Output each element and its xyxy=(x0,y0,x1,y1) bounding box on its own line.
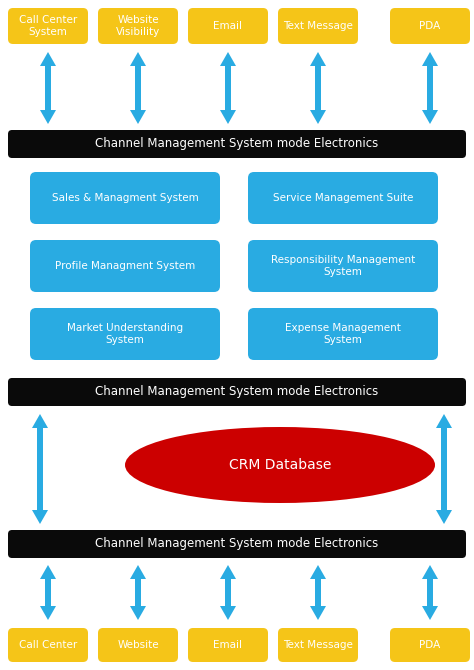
Polygon shape xyxy=(130,110,146,124)
FancyBboxPatch shape xyxy=(8,130,466,158)
Polygon shape xyxy=(135,66,141,110)
FancyBboxPatch shape xyxy=(278,628,358,662)
Polygon shape xyxy=(441,428,447,510)
Text: Text Message: Text Message xyxy=(283,21,353,31)
Polygon shape xyxy=(45,66,51,110)
FancyBboxPatch shape xyxy=(278,8,358,44)
Polygon shape xyxy=(220,606,236,620)
Polygon shape xyxy=(310,565,326,579)
Text: Channel Management System mode Electronics: Channel Management System mode Electroni… xyxy=(95,537,379,551)
Text: Email: Email xyxy=(213,21,243,31)
Text: Text Message: Text Message xyxy=(283,640,353,650)
Text: Responsibility Management
System: Responsibility Management System xyxy=(271,255,415,277)
Polygon shape xyxy=(40,110,56,124)
FancyBboxPatch shape xyxy=(188,8,268,44)
FancyBboxPatch shape xyxy=(8,8,88,44)
Polygon shape xyxy=(225,66,231,110)
Text: Website
Visibility: Website Visibility xyxy=(116,15,160,37)
Polygon shape xyxy=(427,66,433,110)
Text: Channel Management System mode Electronics: Channel Management System mode Electroni… xyxy=(95,385,379,399)
Polygon shape xyxy=(422,606,438,620)
Text: Call Center
System: Call Center System xyxy=(19,15,77,37)
Polygon shape xyxy=(310,52,326,66)
FancyBboxPatch shape xyxy=(30,308,220,360)
Polygon shape xyxy=(310,606,326,620)
Text: Call Center: Call Center xyxy=(19,640,77,650)
Polygon shape xyxy=(130,606,146,620)
Text: Sales & Managment System: Sales & Managment System xyxy=(52,193,199,203)
Polygon shape xyxy=(130,52,146,66)
Text: PDA: PDA xyxy=(419,21,441,31)
Polygon shape xyxy=(436,414,452,428)
Polygon shape xyxy=(32,414,48,428)
Polygon shape xyxy=(220,52,236,66)
Polygon shape xyxy=(422,52,438,66)
Polygon shape xyxy=(40,52,56,66)
FancyBboxPatch shape xyxy=(188,628,268,662)
FancyBboxPatch shape xyxy=(390,8,470,44)
Polygon shape xyxy=(37,428,43,510)
FancyBboxPatch shape xyxy=(248,308,438,360)
Text: Service Management Suite: Service Management Suite xyxy=(273,193,413,203)
Text: Email: Email xyxy=(213,640,243,650)
FancyBboxPatch shape xyxy=(8,628,88,662)
FancyBboxPatch shape xyxy=(30,240,220,292)
Polygon shape xyxy=(220,110,236,124)
Polygon shape xyxy=(436,510,452,524)
Polygon shape xyxy=(40,565,56,579)
Ellipse shape xyxy=(125,427,435,503)
Text: Channel Management System mode Electronics: Channel Management System mode Electroni… xyxy=(95,137,379,151)
Polygon shape xyxy=(422,565,438,579)
Polygon shape xyxy=(310,110,326,124)
FancyBboxPatch shape xyxy=(390,628,470,662)
Polygon shape xyxy=(225,579,231,606)
FancyBboxPatch shape xyxy=(248,172,438,224)
Polygon shape xyxy=(315,66,321,110)
Text: Profile Managment System: Profile Managment System xyxy=(55,261,195,271)
Polygon shape xyxy=(427,579,433,606)
Text: CRM Database: CRM Database xyxy=(229,458,331,472)
Polygon shape xyxy=(220,565,236,579)
Text: Website: Website xyxy=(117,640,159,650)
Polygon shape xyxy=(130,565,146,579)
FancyBboxPatch shape xyxy=(98,8,178,44)
Polygon shape xyxy=(422,110,438,124)
Polygon shape xyxy=(40,606,56,620)
Text: Market Understanding
System: Market Understanding System xyxy=(67,323,183,345)
Text: PDA: PDA xyxy=(419,640,441,650)
Polygon shape xyxy=(32,510,48,524)
Polygon shape xyxy=(135,579,141,606)
Text: Expense Management
System: Expense Management System xyxy=(285,323,401,345)
Polygon shape xyxy=(45,579,51,606)
FancyBboxPatch shape xyxy=(8,378,466,406)
FancyBboxPatch shape xyxy=(98,628,178,662)
FancyBboxPatch shape xyxy=(8,530,466,558)
Polygon shape xyxy=(315,579,321,606)
FancyBboxPatch shape xyxy=(248,240,438,292)
FancyBboxPatch shape xyxy=(30,172,220,224)
